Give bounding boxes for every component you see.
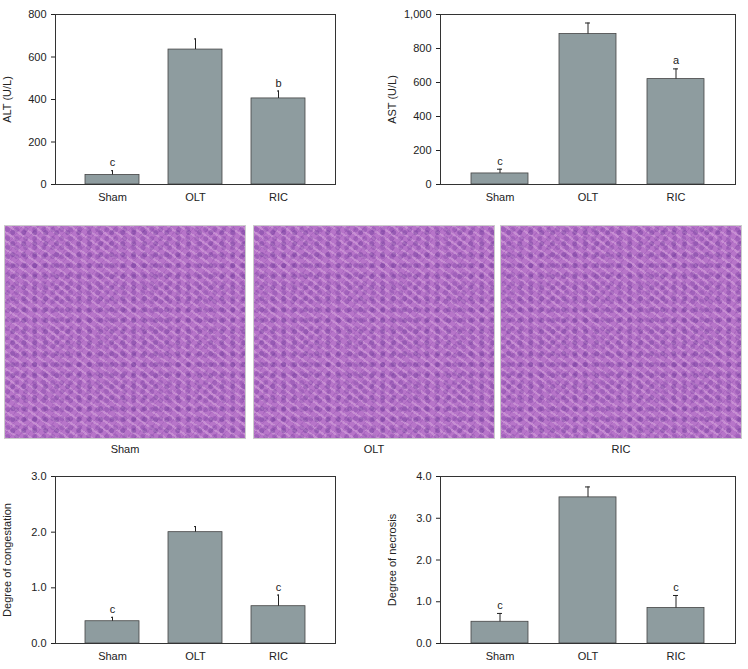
svg-text:Sham: Sham: [98, 191, 127, 203]
svg-text:RIC: RIC: [667, 650, 686, 662]
svg-text:0: 0: [40, 178, 46, 190]
svg-text:Degree of congestation: Degree of congestation: [1, 503, 13, 617]
svg-text:400: 400: [28, 93, 46, 105]
svg-text:OLT: OLT: [578, 650, 599, 662]
html-text:Sham: Sham: [110, 443, 140, 455]
svg-text:c: c: [110, 603, 116, 615]
svg-text:Sham: Sham: [98, 650, 127, 662]
svg-text:1.0: 1.0: [416, 595, 431, 607]
svg-text:2.0: 2.0: [416, 554, 431, 566]
svg-text:a: a: [673, 54, 680, 66]
svg-text:RIC: RIC: [269, 191, 288, 203]
svg-text:600: 600: [413, 76, 431, 88]
svg-text:3.0: 3.0: [31, 470, 46, 482]
svg-text:b: b: [275, 77, 281, 89]
svg-text:Sham: Sham: [486, 191, 515, 203]
svg-text:RIC: RIC: [667, 191, 686, 203]
html-text:OLT: OLT: [363, 443, 385, 455]
html-text:RIC: RIC: [611, 443, 631, 455]
svg-text:2.0: 2.0: [31, 526, 46, 538]
svg-text:OLT: OLT: [578, 191, 599, 203]
svg-text:AST (U/L): AST (U/L): [386, 75, 398, 124]
svg-text:RIC: RIC: [269, 650, 288, 662]
svg-text:800: 800: [413, 42, 431, 54]
svg-text:c: c: [110, 156, 116, 168]
svg-text:200: 200: [28, 136, 46, 148]
svg-text:3.0: 3.0: [416, 512, 431, 524]
svg-text:1.0: 1.0: [31, 581, 46, 593]
svg-text:ALT (U/L): ALT (U/L): [1, 76, 13, 123]
svg-text:400: 400: [413, 110, 431, 122]
svg-text:c: c: [497, 599, 503, 611]
svg-text:OLT: OLT: [185, 650, 206, 662]
svg-text:c: c: [673, 581, 679, 593]
svg-text:600: 600: [28, 51, 46, 63]
svg-text:200: 200: [413, 144, 431, 156]
svg-text:0.0: 0.0: [416, 637, 431, 649]
svg-text:c: c: [276, 581, 282, 593]
svg-text:0.0: 0.0: [31, 637, 46, 649]
svg-text:1,000: 1,000: [404, 8, 432, 20]
svg-text:Sham: Sham: [486, 650, 515, 662]
svg-text:Degree of necrosis: Degree of necrosis: [386, 513, 398, 606]
svg-text:c: c: [497, 155, 503, 167]
svg-text:0: 0: [425, 178, 431, 190]
svg-text:OLT: OLT: [185, 191, 206, 203]
svg-text:800: 800: [28, 8, 46, 20]
svg-text:4.0: 4.0: [416, 470, 431, 482]
